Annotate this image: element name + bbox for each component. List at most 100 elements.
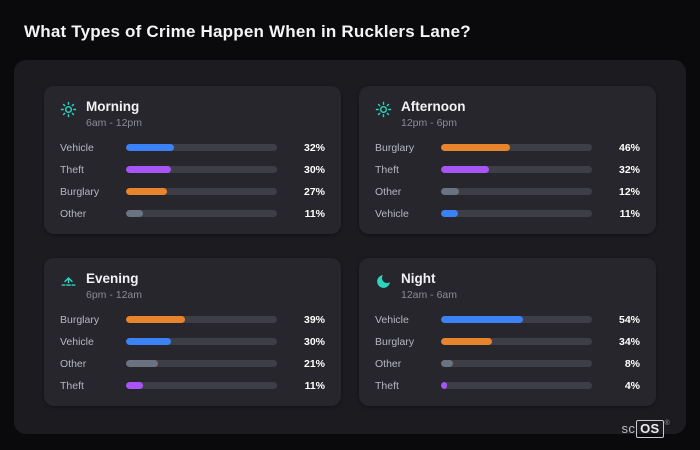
bar-fill (441, 316, 523, 324)
bar-row-theft: Theft 11% (60, 379, 325, 393)
bar-fill (441, 360, 454, 368)
registered-mark: ® (664, 419, 670, 427)
bar-track (126, 338, 277, 346)
percent-label: 32% (303, 141, 325, 154)
bar-row-burglary: Burglary 34% (375, 335, 640, 349)
bar-row-theft: Theft 4% (375, 379, 640, 393)
card-heading-text: Afternoon 12pm - 6pm (401, 99, 466, 129)
bar-track (126, 382, 277, 390)
bar-fill (126, 316, 185, 324)
bar-row-burglary: Burglary 46% (375, 141, 640, 155)
category-label: Vehicle (60, 335, 94, 348)
bar-fill (126, 166, 172, 174)
bar-track (126, 360, 277, 368)
card-header: Morning 6am - 12pm (60, 99, 325, 129)
percent-label: 32% (618, 163, 640, 176)
category-label: Theft (60, 163, 84, 176)
card-night: Night 12am - 6am Vehicle 54% Burglary 34% Othe… (359, 258, 656, 406)
percent-label: 11% (304, 379, 325, 392)
bar-row-vehicle: Vehicle 32% (60, 141, 325, 155)
category-label: Vehicle (375, 207, 409, 220)
bar-fill (441, 188, 460, 196)
page-title: What Types of Crime Happen When in Ruckl… (24, 22, 471, 41)
percent-label: 12% (618, 185, 640, 198)
bar-row-other: Other 8% (375, 357, 640, 371)
cards-grid: Morning 6am - 12pm Vehicle 32% Theft 30% Burgl… (44, 86, 656, 406)
dashboard-panel: Morning 6am - 12pm Vehicle 32% Theft 30% Burgl… (14, 60, 686, 434)
percent-label: 21% (303, 357, 325, 370)
percent-label: 54% (618, 313, 640, 326)
bar-fill (126, 338, 172, 346)
bar-fill (441, 210, 458, 218)
bar-track (441, 360, 592, 368)
percent-label: 11% (619, 207, 640, 220)
bar-track (441, 210, 592, 218)
bar-fill (126, 382, 143, 390)
card-subtitle: 12pm - 6pm (401, 116, 458, 129)
card-afternoon: Afternoon 12pm - 6pm Burglary 46% Theft 32% Ot… (359, 86, 656, 234)
bar-track (441, 144, 592, 152)
card-header: Afternoon 12pm - 6pm (375, 99, 640, 129)
brand-logo: sc OS ® (621, 419, 670, 438)
bar-fill (441, 382, 448, 390)
category-label: Theft (375, 379, 399, 392)
bar-track (126, 210, 277, 218)
bar-fill (126, 360, 158, 368)
bar-row-theft: Theft 30% (60, 163, 325, 177)
bar-track (126, 188, 277, 196)
percent-label: 30% (303, 163, 325, 176)
category-label: Burglary (375, 141, 415, 154)
bar-row-burglary: Burglary 27% (60, 185, 325, 199)
card-title: Afternoon (401, 99, 466, 114)
bar-track (126, 144, 277, 152)
category-label: Burglary (60, 313, 100, 326)
card-header: Night 12am - 6am (375, 271, 640, 301)
bar-rows: Vehicle 54% Burglary 34% Other 8% Theft 4% (375, 313, 640, 393)
percent-label: 27% (303, 185, 325, 198)
bar-fill (126, 210, 143, 218)
card-evening: Evening 6pm - 12am Burglary 39% Vehicle 30% Ot… (44, 258, 341, 406)
bar-track (441, 382, 592, 390)
bar-fill (441, 144, 511, 152)
card-subtitle: 6am - 12pm (86, 116, 143, 129)
bar-row-other: Other 21% (60, 357, 325, 371)
card-subtitle: 12am - 6am (401, 288, 458, 301)
card-title: Evening (86, 271, 139, 286)
bar-track (126, 316, 277, 324)
category-label: Other (60, 357, 87, 370)
percent-label: 39% (303, 313, 325, 326)
moon-icon (375, 273, 392, 290)
bar-rows: Burglary 46% Theft 32% Other 12% Vehicle 11% (375, 141, 640, 221)
bar-track (441, 316, 592, 324)
category-label: Other (375, 357, 402, 370)
bar-row-burglary: Burglary 39% (60, 313, 325, 327)
bar-row-theft: Theft 32% (375, 163, 640, 177)
sunset-icon (60, 273, 77, 290)
category-label: Other (60, 207, 87, 220)
brand-prefix: sc (621, 421, 636, 437)
bar-track (441, 166, 592, 174)
bar-track (126, 166, 277, 174)
category-label: Other (375, 185, 402, 198)
bar-rows: Burglary 39% Vehicle 30% Other 21% Theft 11% (60, 313, 325, 393)
card-heading-text: Morning 6am - 12pm (86, 99, 142, 129)
card-morning: Morning 6am - 12pm Vehicle 32% Theft 30% Burgl… (44, 86, 341, 234)
brand-boxed-text: OS (636, 419, 664, 438)
card-subtitle: 6pm - 12am (86, 288, 143, 301)
percent-label: 11% (304, 207, 325, 220)
bar-row-vehicle: Vehicle 54% (375, 313, 640, 327)
bar-fill (126, 188, 167, 196)
card-heading-text: Evening 6pm - 12am (86, 271, 142, 301)
bar-row-vehicle: Vehicle 11% (375, 207, 640, 221)
category-label: Burglary (60, 185, 100, 198)
card-title: Morning (86, 99, 140, 114)
percent-label: 46% (618, 141, 640, 154)
category-label: Theft (375, 163, 399, 176)
bar-row-vehicle: Vehicle 30% (60, 335, 325, 349)
category-label: Burglary (375, 335, 415, 348)
bar-fill (441, 166, 490, 174)
card-title: Night (401, 271, 436, 286)
bar-row-other: Other 11% (60, 207, 325, 221)
category-label: Vehicle (60, 141, 94, 154)
sun-icon (60, 101, 77, 118)
